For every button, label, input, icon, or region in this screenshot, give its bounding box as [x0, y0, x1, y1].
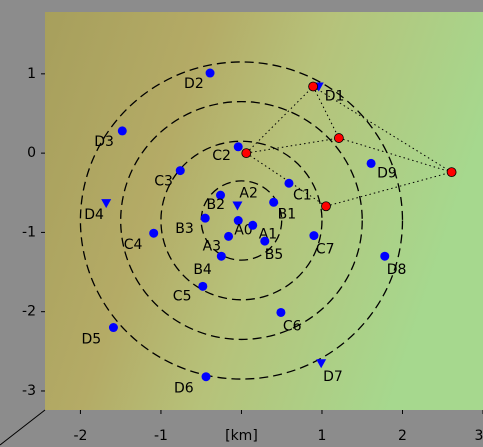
point-marker	[309, 231, 318, 240]
point-label: A3	[203, 238, 221, 254]
point-label: B4	[193, 262, 212, 278]
y-tick-label: 0	[27, 145, 36, 161]
x-tick-label: [km]	[225, 428, 258, 444]
x-tick-label: 3	[475, 428, 483, 444]
point-label: D3	[94, 134, 114, 150]
point-label: D2	[184, 76, 204, 92]
point-marker	[260, 237, 269, 246]
chart: -2-1[km]12310-1-2-3D2D3C3C2C1D9B2B1B3A0A…	[0, 0, 483, 447]
y-tick-label: -1	[22, 224, 36, 240]
point-label: A2	[239, 185, 257, 201]
point-marker	[109, 323, 118, 332]
y-tick-label: -3	[22, 383, 36, 399]
y-tick-label: -2	[22, 304, 36, 320]
x-tick-label: -1	[154, 428, 168, 444]
point-label: D8	[387, 262, 407, 278]
point-label: D7	[323, 369, 343, 385]
point-label: B5	[265, 247, 284, 263]
page: -2-1[km]12310-1-2-3D2D3C3C2C1D9B2B1B3A0A…	[0, 0, 483, 447]
point-marker	[309, 82, 318, 91]
point-label: C1	[293, 187, 312, 203]
point-marker	[447, 168, 456, 177]
x-tick-label: 1	[318, 428, 327, 444]
point-marker	[367, 159, 376, 168]
point-marker	[334, 134, 343, 143]
point-label: D1	[325, 89, 345, 105]
point-label: B1	[278, 206, 297, 222]
point-marker	[217, 252, 226, 261]
point-marker	[202, 372, 211, 381]
point-label: C7	[316, 242, 335, 258]
point-marker	[118, 126, 127, 135]
point-label: B2	[207, 197, 226, 213]
point-label: D4	[84, 207, 104, 223]
point-label: D6	[174, 381, 194, 397]
point-label: C2	[212, 148, 231, 164]
x-tick-label: 2	[398, 428, 407, 444]
point-label: C6	[283, 318, 302, 334]
point-marker	[206, 69, 215, 78]
point-label: B3	[175, 221, 194, 237]
point-label: C4	[124, 237, 143, 253]
point-marker	[149, 229, 158, 238]
point-marker	[276, 308, 285, 317]
point-label: D9	[377, 165, 397, 181]
point-marker	[201, 214, 210, 223]
point-label: C3	[154, 174, 173, 190]
point-marker	[198, 282, 207, 291]
point-label: C5	[173, 288, 192, 304]
point-marker	[242, 149, 251, 158]
point-marker	[176, 166, 185, 175]
x-tick-label: -2	[73, 428, 87, 444]
point-marker	[380, 252, 389, 261]
y-tick-label: 1	[27, 66, 36, 82]
point-marker	[224, 232, 233, 241]
terrain	[45, 12, 483, 410]
point-marker	[248, 221, 257, 230]
point-marker	[321, 202, 330, 211]
point-marker	[234, 142, 243, 151]
point-label: D5	[81, 332, 101, 348]
